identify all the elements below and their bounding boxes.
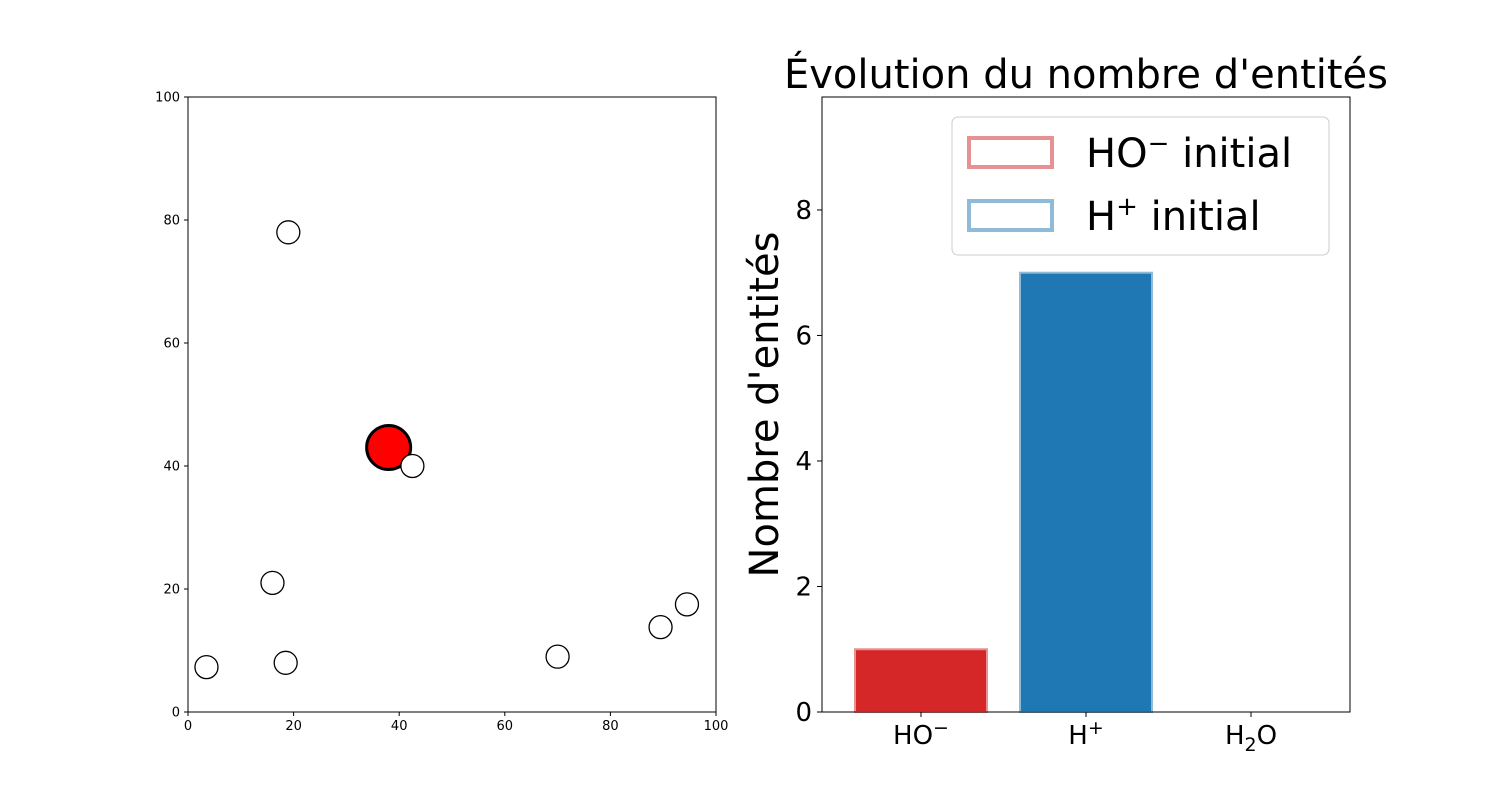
bar-y-tick-label: 6	[795, 321, 812, 351]
scatter-point-small	[545, 644, 570, 669]
scatter-point-small	[260, 570, 285, 595]
scatter-y-tick-label: 100	[155, 91, 180, 106]
scatter-y-tick-label: 60	[163, 337, 180, 352]
scatter-x-tick-label: 100	[704, 719, 729, 734]
bar	[854, 648, 988, 713]
bar-y-tick-label: 8	[795, 196, 812, 226]
scatter-y-tick-label: 20	[163, 583, 180, 598]
bar-y-tick-label: 2	[795, 572, 812, 602]
scatter-point-small	[648, 614, 673, 640]
bar-category-label: HO−	[893, 717, 949, 751]
scatter-x-tick-label: 40	[391, 719, 408, 734]
bar-y-axis-label: Nombre d'entités	[742, 232, 788, 578]
bar-chart-title: Évolution du nombre d'entités	[784, 50, 1388, 98]
scatter-y-tick-label: 40	[163, 460, 180, 475]
scatter-point-small	[276, 220, 301, 245]
scatter-axes-frame	[187, 96, 717, 713]
bar-category-label: H+	[1068, 717, 1103, 751]
bar-legend-swatch	[967, 199, 1054, 232]
scatter-panel: 0 20 40 60 80 100 0 20 40 60 80 100	[155, 91, 728, 735]
scatter-x-tick-label: 20	[285, 719, 302, 734]
bar-y-tick-label: 0	[795, 698, 812, 728]
bar-category-label: H2O	[1225, 721, 1277, 756]
scatter-point-small	[400, 453, 425, 479]
scatter-point-small	[674, 592, 700, 617]
bar-panel: HO− H+ H2O 0 2 4 6 8 Évolution du nombre d'entit…	[742, 50, 1388, 756]
bar-legend-label: HO− initial	[1086, 129, 1292, 177]
scatter-point-large	[365, 424, 413, 472]
bar-y-tick-label: 4	[795, 447, 812, 477]
scatter-point-small	[273, 650, 298, 675]
bar-legend-label: H+ initial	[1086, 192, 1261, 240]
bar	[1019, 271, 1153, 713]
scatter-y-tick-label: 0	[172, 706, 180, 721]
bar-legend-swatch	[967, 136, 1054, 169]
scatter-point-small	[194, 654, 219, 680]
scatter-x-tick-label: 80	[602, 719, 619, 734]
scatter-x-tick-label: 60	[497, 719, 514, 734]
scatter-y-tick-label: 80	[163, 214, 180, 229]
scatter-x-tick-label: 0	[184, 719, 192, 734]
bar-legend-box	[951, 116, 1330, 256]
